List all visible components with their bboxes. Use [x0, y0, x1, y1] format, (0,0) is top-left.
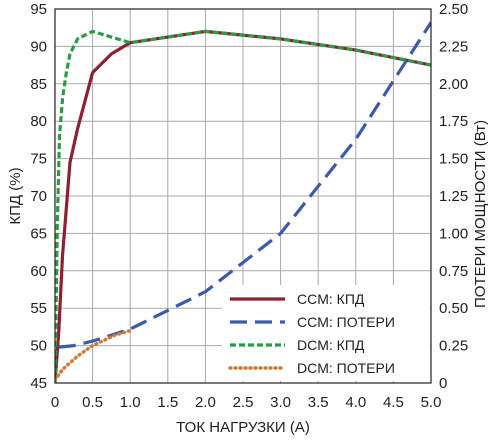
legend-label-4: DCM: ПОТЕРИ	[297, 360, 395, 376]
y-right-tick-label: 0.25	[439, 338, 468, 355]
y-right-tick-label: 2.50	[439, 1, 468, 18]
y-right-tick-label: 2.00	[439, 76, 468, 93]
y-left-tick-label: 75	[30, 151, 47, 168]
x-axis-title: ТОК НАГРУЗКИ (А)	[176, 419, 310, 436]
y-right-tick-label: 1.50	[439, 151, 468, 168]
grid	[55, 9, 431, 383]
tick-labels: 0 0.5 1.0 1.5 2.0 2.5 3.0 3.5 4.0 4.5 5.045 050 0.25…	[30, 1, 468, 411]
y-axis-left-title: КПД (%)	[7, 167, 24, 224]
series-line-2	[58, 21, 431, 349]
y-left-tick-label: 90	[30, 38, 47, 55]
y-right-tick-label: 0	[439, 375, 447, 392]
y-left-tick-label: 95	[30, 1, 47, 18]
y-left-tick-label: 85	[30, 76, 47, 93]
y-right-tick-label: 0.50	[439, 300, 468, 317]
y-left-tick-label: 70	[30, 188, 47, 205]
legend-label-3: DCM: КПД	[297, 337, 365, 353]
x-tick-label: 5.0	[421, 394, 442, 411]
x-tick-label: 4.5	[383, 394, 404, 411]
y-left-tick-label: 55	[30, 300, 47, 317]
x-tick-label: 0.5	[82, 394, 103, 411]
y-left-tick-label: 80	[30, 113, 47, 130]
series-line-3	[55, 29, 431, 383]
legend-label-2: CCM: ПОТЕРИ	[297, 314, 395, 330]
legend: CCM: КПД CCM: ПОТЕРИ DCM: КПД DCM: ПОТЕРИ	[222, 285, 430, 381]
x-tick-label: 3.5	[308, 394, 329, 411]
legend-label-1: CCM: КПД	[297, 291, 365, 307]
y-left-tick-label: 50	[30, 338, 47, 355]
y-left-tick-label: 60	[30, 263, 47, 280]
y-axis-right-title: ПОТЕРИ МОЩНОСТИ (Вт)	[472, 120, 489, 308]
x-tick-label: 2.5	[233, 394, 254, 411]
series-line-4	[55, 328, 132, 382]
x-tick-label: 2.0	[195, 394, 216, 411]
series-group	[55, 21, 431, 383]
legend-box	[222, 285, 430, 381]
x-tick-label: 0	[51, 394, 59, 411]
y-right-tick-label: 1.00	[439, 225, 468, 242]
y-left-tick-label: 45	[30, 375, 47, 392]
y-right-tick-label: 2.25	[439, 38, 468, 55]
y-right-tick-label: 1.25	[439, 188, 468, 205]
x-tick-label: 3.0	[270, 394, 291, 411]
y-left-tick-label: 65	[30, 225, 47, 242]
plot-frame	[54, 8, 432, 384]
x-tick-label: 1.5	[157, 394, 178, 411]
y-right-tick-label: 0.75	[439, 263, 468, 280]
x-tick-label: 1.0	[120, 394, 141, 411]
y-right-tick-label: 1.75	[439, 113, 468, 130]
x-tick-label: 4.0	[345, 394, 366, 411]
